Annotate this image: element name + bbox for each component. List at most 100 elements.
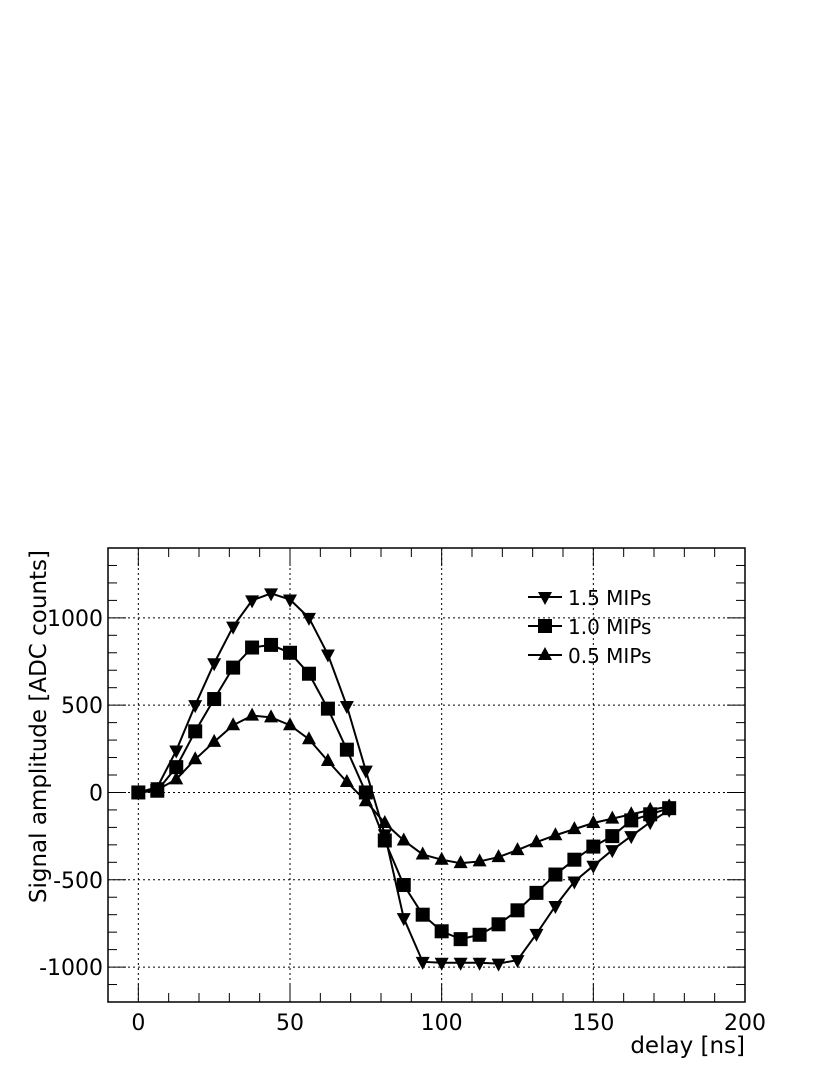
series-layer	[131, 588, 677, 972]
data-point	[472, 927, 487, 942]
data-point	[586, 839, 601, 854]
data-point	[358, 765, 373, 779]
data-point	[510, 903, 525, 918]
data-point	[529, 885, 544, 900]
data-point	[283, 594, 297, 608]
data-point	[434, 924, 449, 939]
data-point	[207, 733, 222, 747]
data-point	[453, 932, 468, 947]
data-point	[453, 957, 468, 971]
data-point	[643, 801, 658, 815]
data-point	[491, 958, 506, 972]
grid	[108, 548, 745, 1002]
data-point	[396, 913, 411, 927]
data-point	[131, 784, 146, 798]
data-point	[434, 957, 449, 971]
data-point	[188, 724, 203, 739]
data-point	[529, 928, 544, 942]
y-tick-label: -500	[53, 869, 103, 894]
legend-entry: 0.5 MIPs	[528, 644, 651, 668]
data-point	[396, 878, 411, 893]
data-point	[358, 785, 373, 800]
axes: 0 50 100 150 200 -1000 -500 0 500 1000	[39, 547, 766, 1036]
data-point	[169, 760, 184, 775]
data-point	[245, 595, 260, 609]
data-point	[624, 806, 639, 820]
data-point	[339, 773, 354, 787]
data-point	[283, 717, 297, 731]
data-point	[226, 621, 241, 635]
legend-entry: 1.5 MIPs	[528, 586, 651, 610]
data-point	[548, 827, 563, 841]
data-point	[188, 751, 203, 765]
data-point	[586, 815, 601, 829]
data-point	[339, 701, 354, 715]
x-axis-title: delay [ns]	[630, 1033, 745, 1059]
data-point	[207, 692, 222, 707]
data-point	[548, 867, 563, 882]
data-point	[264, 637, 279, 652]
data-point	[320, 649, 335, 663]
data-point	[605, 845, 620, 859]
data-point	[283, 645, 297, 660]
data-point	[245, 707, 260, 721]
y-axis-title: Signal amplitude [ADC counts]	[26, 550, 52, 903]
data-point	[301, 731, 316, 745]
data-point	[339, 742, 354, 757]
data-point	[396, 832, 411, 846]
data-point	[226, 717, 241, 731]
data-point	[529, 834, 544, 848]
data-point	[320, 753, 335, 767]
y-tick-label: -1000	[39, 956, 103, 981]
data-point	[150, 781, 165, 795]
legend-marker	[538, 592, 552, 605]
data-point	[188, 700, 203, 714]
data-point	[226, 660, 241, 675]
data-point	[264, 588, 279, 602]
data-point	[586, 860, 601, 874]
data-point	[415, 846, 430, 860]
data-point	[415, 907, 430, 922]
data-point	[377, 815, 392, 829]
data-point	[567, 876, 582, 890]
data-point	[472, 853, 487, 867]
data-point	[245, 640, 260, 655]
data-point	[491, 917, 506, 932]
data-point	[567, 852, 582, 867]
data-point	[624, 831, 639, 845]
x-tick-label: 200	[724, 1011, 766, 1036]
legend-marker	[538, 619, 552, 633]
data-point	[434, 851, 449, 865]
data-point	[415, 956, 430, 970]
y-tick-label: 0	[89, 781, 103, 806]
data-point	[377, 833, 392, 848]
y-tick-label: 1000	[47, 607, 103, 632]
data-point	[207, 658, 222, 672]
series-0-5-mips	[131, 707, 677, 869]
data-point	[320, 701, 335, 716]
data-point	[264, 709, 279, 723]
legend-label: 1.5 MIPs	[568, 586, 651, 610]
y-tick-label: 500	[61, 694, 103, 719]
legend-marker	[538, 647, 552, 660]
legend-label: 1.0 MIPs	[568, 615, 651, 639]
legend-entry: 1.0 MIPs	[528, 615, 651, 639]
data-point	[548, 900, 563, 914]
data-point	[491, 849, 506, 863]
data-point	[605, 810, 620, 824]
legend-label: 0.5 MIPs	[568, 644, 651, 668]
data-point	[605, 829, 620, 844]
x-tick-label: 100	[421, 1011, 463, 1036]
data-point	[301, 666, 316, 681]
data-point	[472, 957, 487, 971]
x-tick-label: 150	[572, 1011, 614, 1036]
data-point	[453, 855, 468, 869]
data-point	[510, 842, 525, 856]
data-point	[510, 955, 525, 969]
data-point	[301, 612, 316, 626]
data-point	[567, 821, 582, 835]
legend: 1.5 MIPs 1.0 MIPs 0.5 MIPs	[528, 586, 651, 668]
data-point	[169, 771, 184, 785]
